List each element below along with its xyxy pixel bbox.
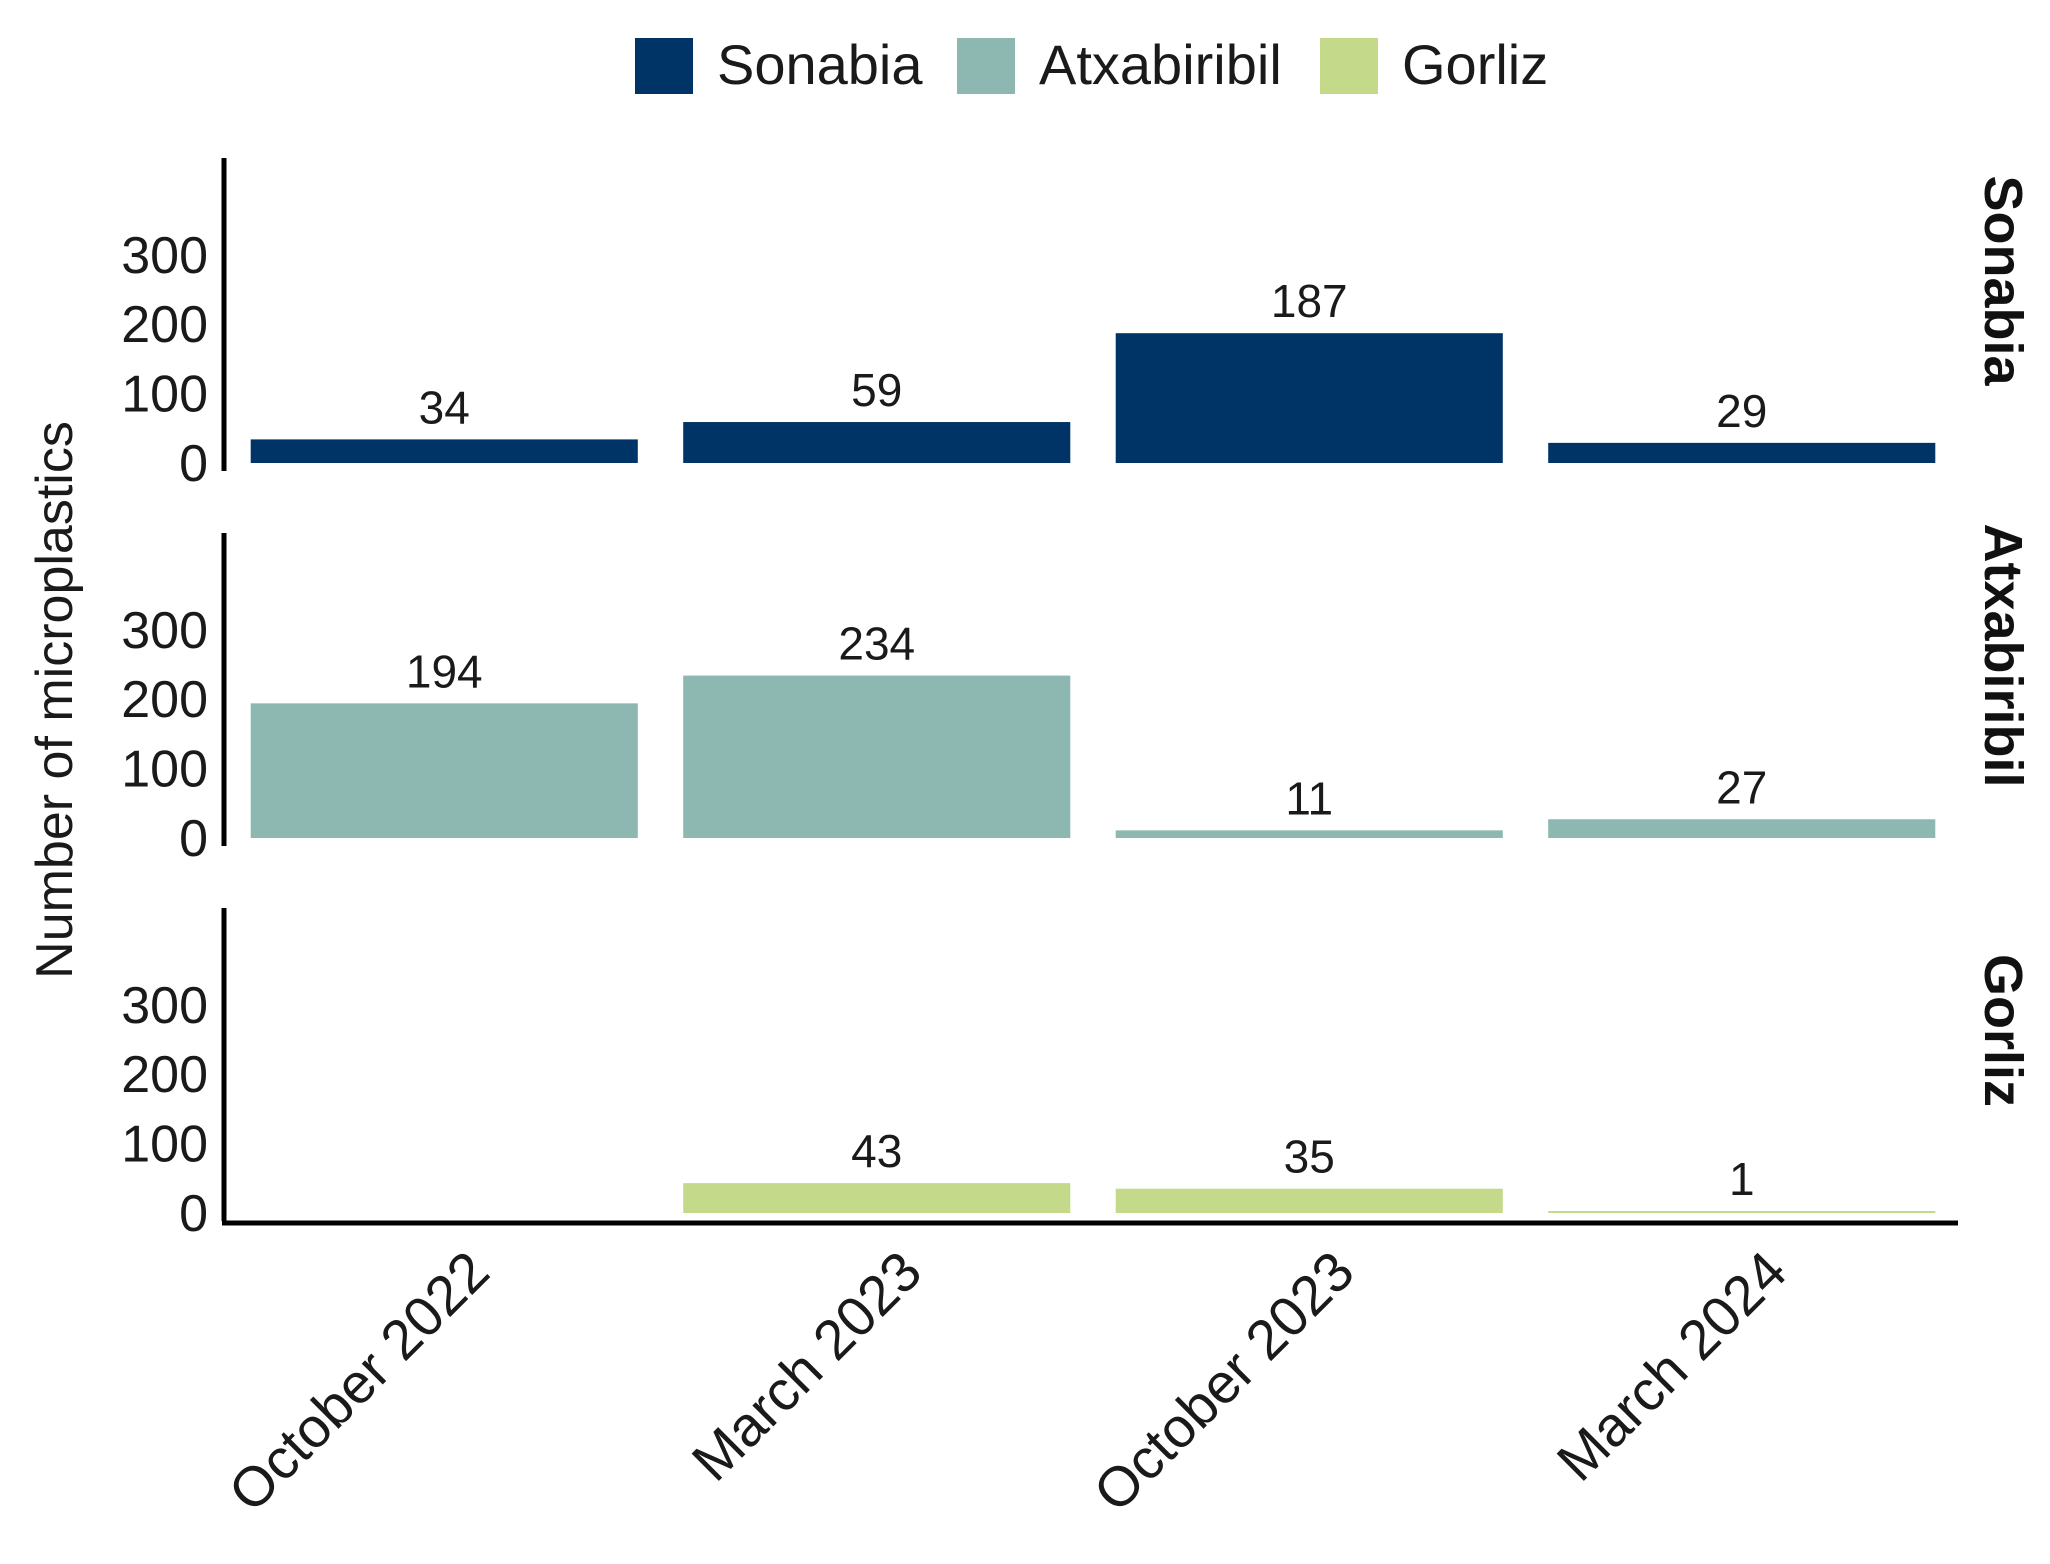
y-tick-label: 100	[121, 366, 208, 424]
facet-label-atxabiribil: Atxabiribil	[1973, 523, 2033, 787]
bar-gorliz-march-2024	[1548, 1211, 1936, 1213]
y-tick-label: 100	[121, 1116, 208, 1174]
bar-sonabia-march-2023	[683, 422, 1071, 463]
y-axis-title: Number of microplastics	[26, 421, 84, 979]
x-tick-label-march-2024: March 2024	[1545, 1239, 1799, 1493]
data-label-gorliz-march-2023: 43	[851, 1125, 902, 1177]
legend-item-atxabiribil: Atxabiribil	[957, 33, 1282, 96]
legend: Sonabia Atxabiribil Gorliz	[635, 33, 1548, 96]
data-label-atxabiribil-march-2023: 234	[838, 618, 915, 670]
y-tick-label: 0	[179, 810, 208, 868]
bar-gorliz-march-2023	[683, 1183, 1071, 1213]
facet-label-gorliz: Gorliz	[1973, 954, 2033, 1107]
bar-atxabiribil-march-2023	[683, 675, 1071, 838]
data-label-atxabiribil-october-2023: 11	[1285, 772, 1333, 824]
y-tick-label: 300	[121, 977, 208, 1035]
y-tick-label: 200	[121, 1046, 208, 1104]
data-label-gorliz-october-2023: 35	[1284, 1131, 1335, 1183]
legend-item-sonabia: Sonabia	[635, 33, 923, 96]
legend-label-sonabia: Sonabia	[717, 33, 923, 96]
panel-gorliz: 0 100 200 300 43 35 1 Gorliz	[121, 908, 2033, 1243]
x-tick-label-march-2023: March 2023	[680, 1239, 934, 1493]
data-label-gorliz-march-2024: 1	[1729, 1153, 1755, 1205]
legend-item-gorliz: Gorliz	[1320, 33, 1548, 96]
legend-label-atxabiribil: Atxabiribil	[1039, 33, 1282, 96]
data-label-sonabia-october-2022: 34	[419, 381, 470, 433]
bar-sonabia-october-2023	[1115, 333, 1503, 463]
y-tick-label: 200	[121, 671, 208, 729]
bar-atxabiribil-march-2024	[1548, 819, 1936, 838]
y-tick-label: 0	[179, 1185, 208, 1243]
legend-swatch-sonabia	[635, 38, 693, 94]
bar-sonabia-october-2022	[250, 439, 638, 463]
panel-atxabiribil: 0 100 200 300 194 234 11 27 Atxabiribil	[121, 523, 2033, 868]
y-tick-label: 300	[121, 227, 208, 285]
data-label-atxabiribil-october-2022: 194	[406, 645, 483, 697]
data-label-atxabiribil-march-2024: 27	[1716, 761, 1767, 813]
facet-label-sonabia: Sonabia	[1973, 175, 2033, 386]
panel-sonabia: 0 100 200 300 34 59 187 29 Sonabia	[121, 158, 2033, 493]
data-label-sonabia-march-2023: 59	[851, 364, 902, 416]
bar-sonabia-march-2024	[1548, 442, 1936, 463]
bar-atxabiribil-october-2022	[250, 703, 638, 838]
bar-atxabiribil-october-2023	[1115, 830, 1503, 838]
y-tick-label: 0	[179, 435, 208, 493]
y-tick-label: 300	[121, 602, 208, 660]
y-tick-label: 100	[121, 741, 208, 799]
legend-swatch-atxabiribil	[957, 38, 1015, 94]
x-axis: October 2022 March 2023 October 2023 March …	[216, 1220, 1958, 1524]
data-label-sonabia-october-2023: 187	[1271, 275, 1348, 327]
y-axis-title-group: Number of microplastics	[26, 421, 84, 979]
facet-panels: 0 100 200 300 34 59 187 29 Sonabia 0 100 200 300 194 2…	[121, 158, 2033, 1243]
x-tick-label-october-2023: October 2023	[1081, 1239, 1366, 1524]
y-tick-label: 200	[121, 296, 208, 354]
bar-gorliz-october-2023	[1115, 1188, 1503, 1213]
legend-swatch-gorliz	[1320, 38, 1378, 94]
legend-label-gorliz: Gorliz	[1402, 33, 1548, 96]
data-label-sonabia-march-2024: 29	[1716, 385, 1767, 437]
x-tick-label-october-2022: October 2022	[216, 1239, 501, 1524]
